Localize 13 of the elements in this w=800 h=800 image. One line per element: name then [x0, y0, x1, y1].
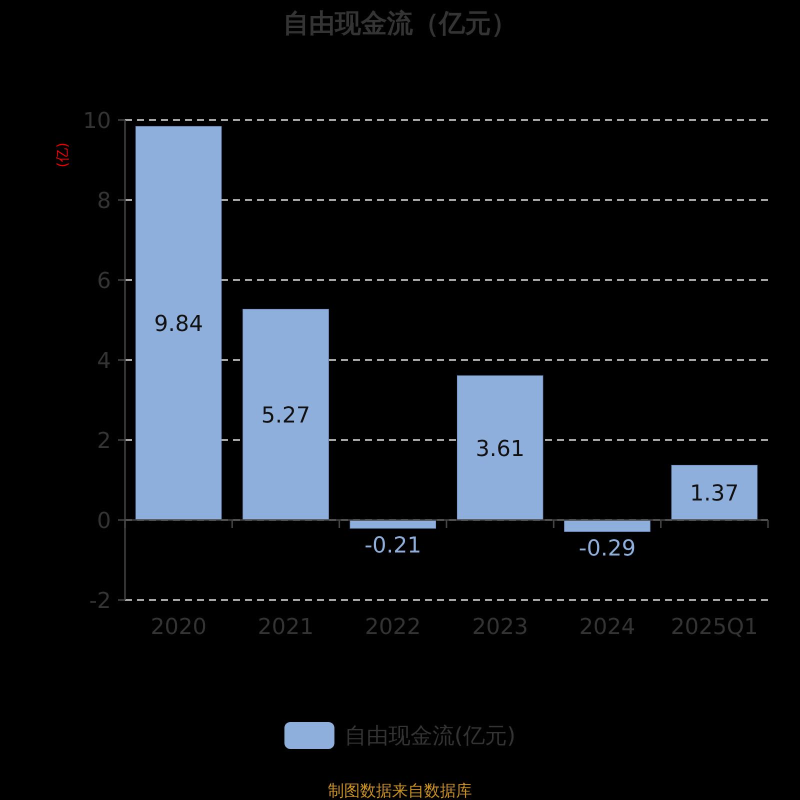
data-label: -0.21	[364, 533, 422, 558]
data-label: -0.29	[578, 536, 636, 562]
y-axis-title: (亿)	[55, 142, 71, 168]
bar	[135, 126, 222, 520]
bar	[564, 520, 650, 532]
data-label: 1.37	[690, 482, 739, 507]
bar	[456, 375, 544, 520]
data-label: 9.84	[154, 312, 204, 338]
data-label: 3.61	[476, 436, 525, 462]
bar	[671, 464, 758, 520]
data-label: 5.27	[261, 404, 310, 429]
bar	[242, 308, 329, 520]
text: 制图数据来自数据库	[328, 781, 472, 800]
